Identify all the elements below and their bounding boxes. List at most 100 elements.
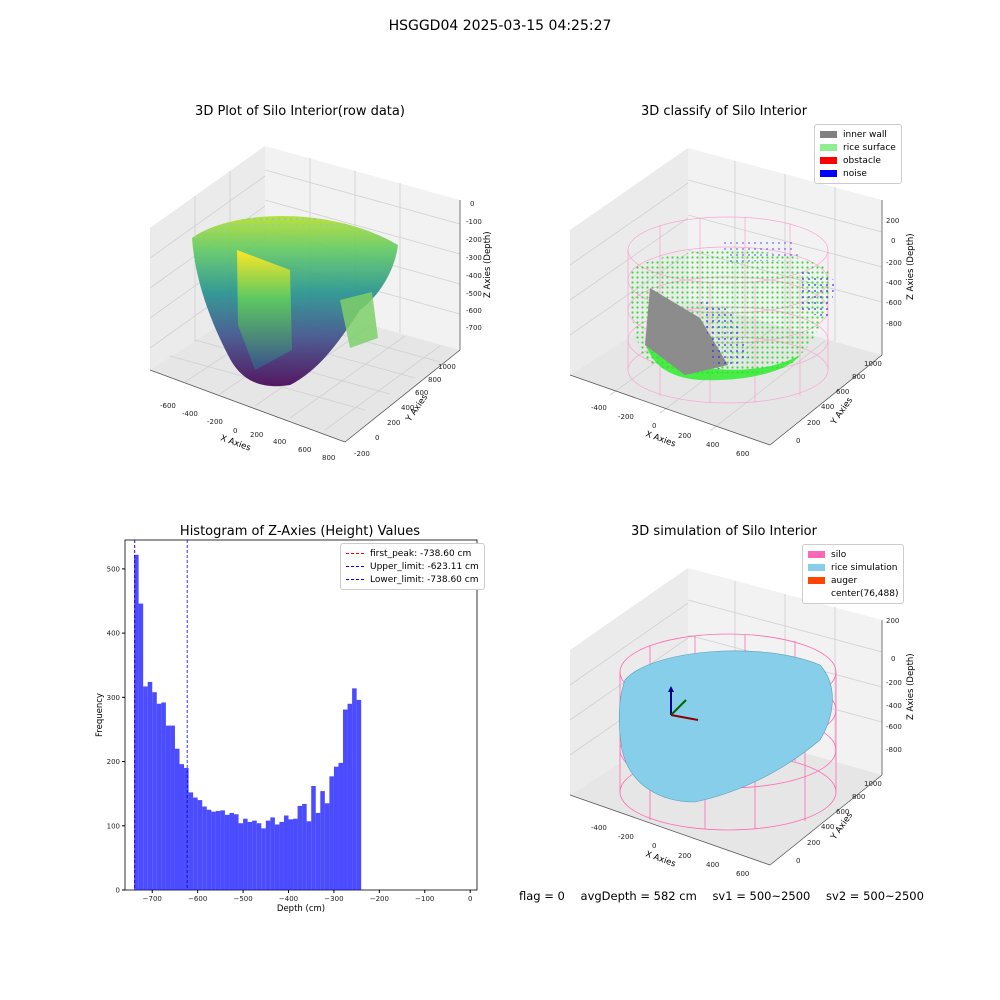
histogram-bar: [138, 603, 144, 890]
histogram-chart: −700 −600 −500 −400 −300 −200 −100 0 0 100 200 300…: [95, 539, 478, 914]
histogram-bar: [197, 800, 203, 890]
svg-text:800: 800: [322, 454, 335, 462]
classify-plot-title: 3D classify of Silo Interior: [640, 104, 808, 119]
svg-text:600: 600: [736, 450, 749, 458]
svg-text:-200: -200: [618, 413, 634, 421]
legend-item-first-peak: first_peak: -738.60 cm: [346, 547, 479, 560]
histogram-bar: [352, 688, 357, 890]
simulation-z-label: Z Axies (Depth): [906, 653, 916, 720]
histogram-bar: [270, 817, 275, 890]
svg-text:400: 400: [821, 403, 834, 411]
legend-swatch: [820, 131, 837, 138]
svg-text:600: 600: [836, 808, 849, 816]
svg-text:1000: 1000: [864, 780, 882, 788]
histogram-ref-lines: [134, 540, 188, 890]
avg-depth-text: avgDepth = 582 cm: [580, 889, 697, 903]
sv1-text: sv1 = 500~2500: [712, 889, 811, 903]
histogram-bar: [165, 725, 171, 890]
legend-swatch: [820, 144, 837, 151]
histogram-bar: [297, 805, 303, 890]
legend-item-inner-wall: inner wall: [820, 128, 896, 141]
svg-text:1000: 1000: [864, 360, 882, 368]
classify-legend: inner wall rice surface obstacle noise: [814, 124, 902, 184]
histogram-bar: [356, 699, 362, 890]
classify-x-label: X Axies: [644, 429, 677, 449]
svg-text:200: 200: [886, 217, 899, 225]
histogram-bar: [152, 692, 157, 890]
histogram-bar: [329, 776, 334, 890]
svg-text:600: 600: [298, 446, 311, 454]
classify-z-ticks: 200 0 -200 -400 -600 -800: [886, 217, 902, 328]
x-ticks: −700 −600 −500 −400 −300 −200 −100 0: [143, 890, 472, 903]
inner-wall-points: [645, 288, 728, 375]
svg-text:200: 200: [678, 432, 691, 440]
histogram-bar: [206, 809, 212, 890]
legend-line: [346, 566, 364, 567]
histogram-bar: [220, 810, 225, 890]
histogram-bar: [343, 709, 348, 890]
svg-text:-200: -200: [466, 236, 482, 244]
legend-swatch: [820, 157, 837, 164]
svg-text:800: 800: [852, 373, 865, 381]
svg-text:400: 400: [706, 861, 719, 869]
noise-points-1: [700, 300, 750, 370]
simulation-x-label: X Axies: [644, 849, 677, 869]
histogram-bar: [293, 818, 298, 890]
noise-points-2: [800, 270, 835, 320]
simulation-legend: silo rice simulation auger center(76,488…: [802, 544, 905, 604]
histogram-bar: [311, 785, 316, 890]
histogram-bars: [134, 554, 362, 890]
histogram-bar: [156, 703, 162, 890]
classify-z-label: Z Axies (Depth): [906, 233, 916, 300]
classify-y-label: Y Axies: [829, 395, 856, 427]
y-tick-label: 300: [107, 694, 120, 702]
histogram-bar: [188, 792, 194, 890]
raw-points-wall: [237, 250, 292, 370]
svg-text:200: 200: [807, 419, 820, 427]
svg-text:200: 200: [886, 617, 899, 625]
histogram-bar: [215, 811, 221, 890]
histogram-bar: [288, 819, 294, 890]
histogram-bar: [147, 681, 153, 890]
x-tick-label: −600: [188, 895, 207, 903]
simulation-3d-plot: -400 -200 0 200 400 600 0 200 400 600 80…: [569, 568, 916, 878]
flag-text: flag = 0: [519, 889, 565, 903]
raw-y-ticks: -200 0 200 400 600 800 1000: [354, 363, 456, 458]
histogram-bar: [179, 764, 185, 890]
legend-item-lower-limit: Lower_limit: -738.60 cm: [346, 573, 479, 586]
legend-item-upper-limit: Upper_limit: -623.11 cm: [346, 560, 479, 573]
raw-z-label: Z Axies (Depth): [483, 231, 493, 298]
status-footer: flag = 0 avgDepth = 582 cm sv1 = 500~250…: [519, 889, 989, 903]
histogram-bar: [261, 828, 266, 890]
y-tick-label: 500: [107, 565, 120, 573]
svg-text:800: 800: [428, 376, 441, 384]
x-tick-label: −500: [233, 895, 252, 903]
raw-points-rim: [192, 215, 398, 245]
histogram-bar: [238, 823, 244, 890]
svg-text:0: 0: [375, 434, 379, 442]
legend-item-noise: noise: [820, 167, 896, 180]
histogram-bar: [211, 811, 216, 890]
histogram-bar: [283, 815, 289, 890]
histogram-bar: [279, 821, 284, 890]
histogram-bar: [134, 554, 139, 890]
svg-text:-400: -400: [466, 272, 482, 280]
x-tick-label: −100: [415, 895, 434, 903]
legend-item-rice-simulation: rice simulation: [808, 561, 898, 574]
sv2-text: sv2 = 500~2500: [826, 889, 924, 903]
classify-y-ticks: 0 200 400 600 800 1000: [796, 360, 882, 445]
raw-points-strip: [340, 292, 378, 348]
y-tick-label: 0: [116, 887, 120, 895]
y-tick-label: 400: [107, 630, 120, 638]
figure-title: HSGGD04 2025-03-15 04:25:27: [388, 18, 612, 34]
simulation-z-ticks: 200 0 -200 -400 -600 -800: [886, 617, 902, 754]
legend-swatch: [808, 577, 825, 584]
x-tick-label: −400: [279, 895, 298, 903]
svg-text:200: 200: [250, 431, 263, 439]
histogram-bar: [193, 797, 198, 890]
x-tick-label: −200: [370, 895, 389, 903]
legend-swatch: [808, 590, 825, 597]
histogram-bar: [247, 821, 253, 890]
legend-swatch: [808, 564, 825, 571]
svg-text:-600: -600: [886, 723, 902, 731]
